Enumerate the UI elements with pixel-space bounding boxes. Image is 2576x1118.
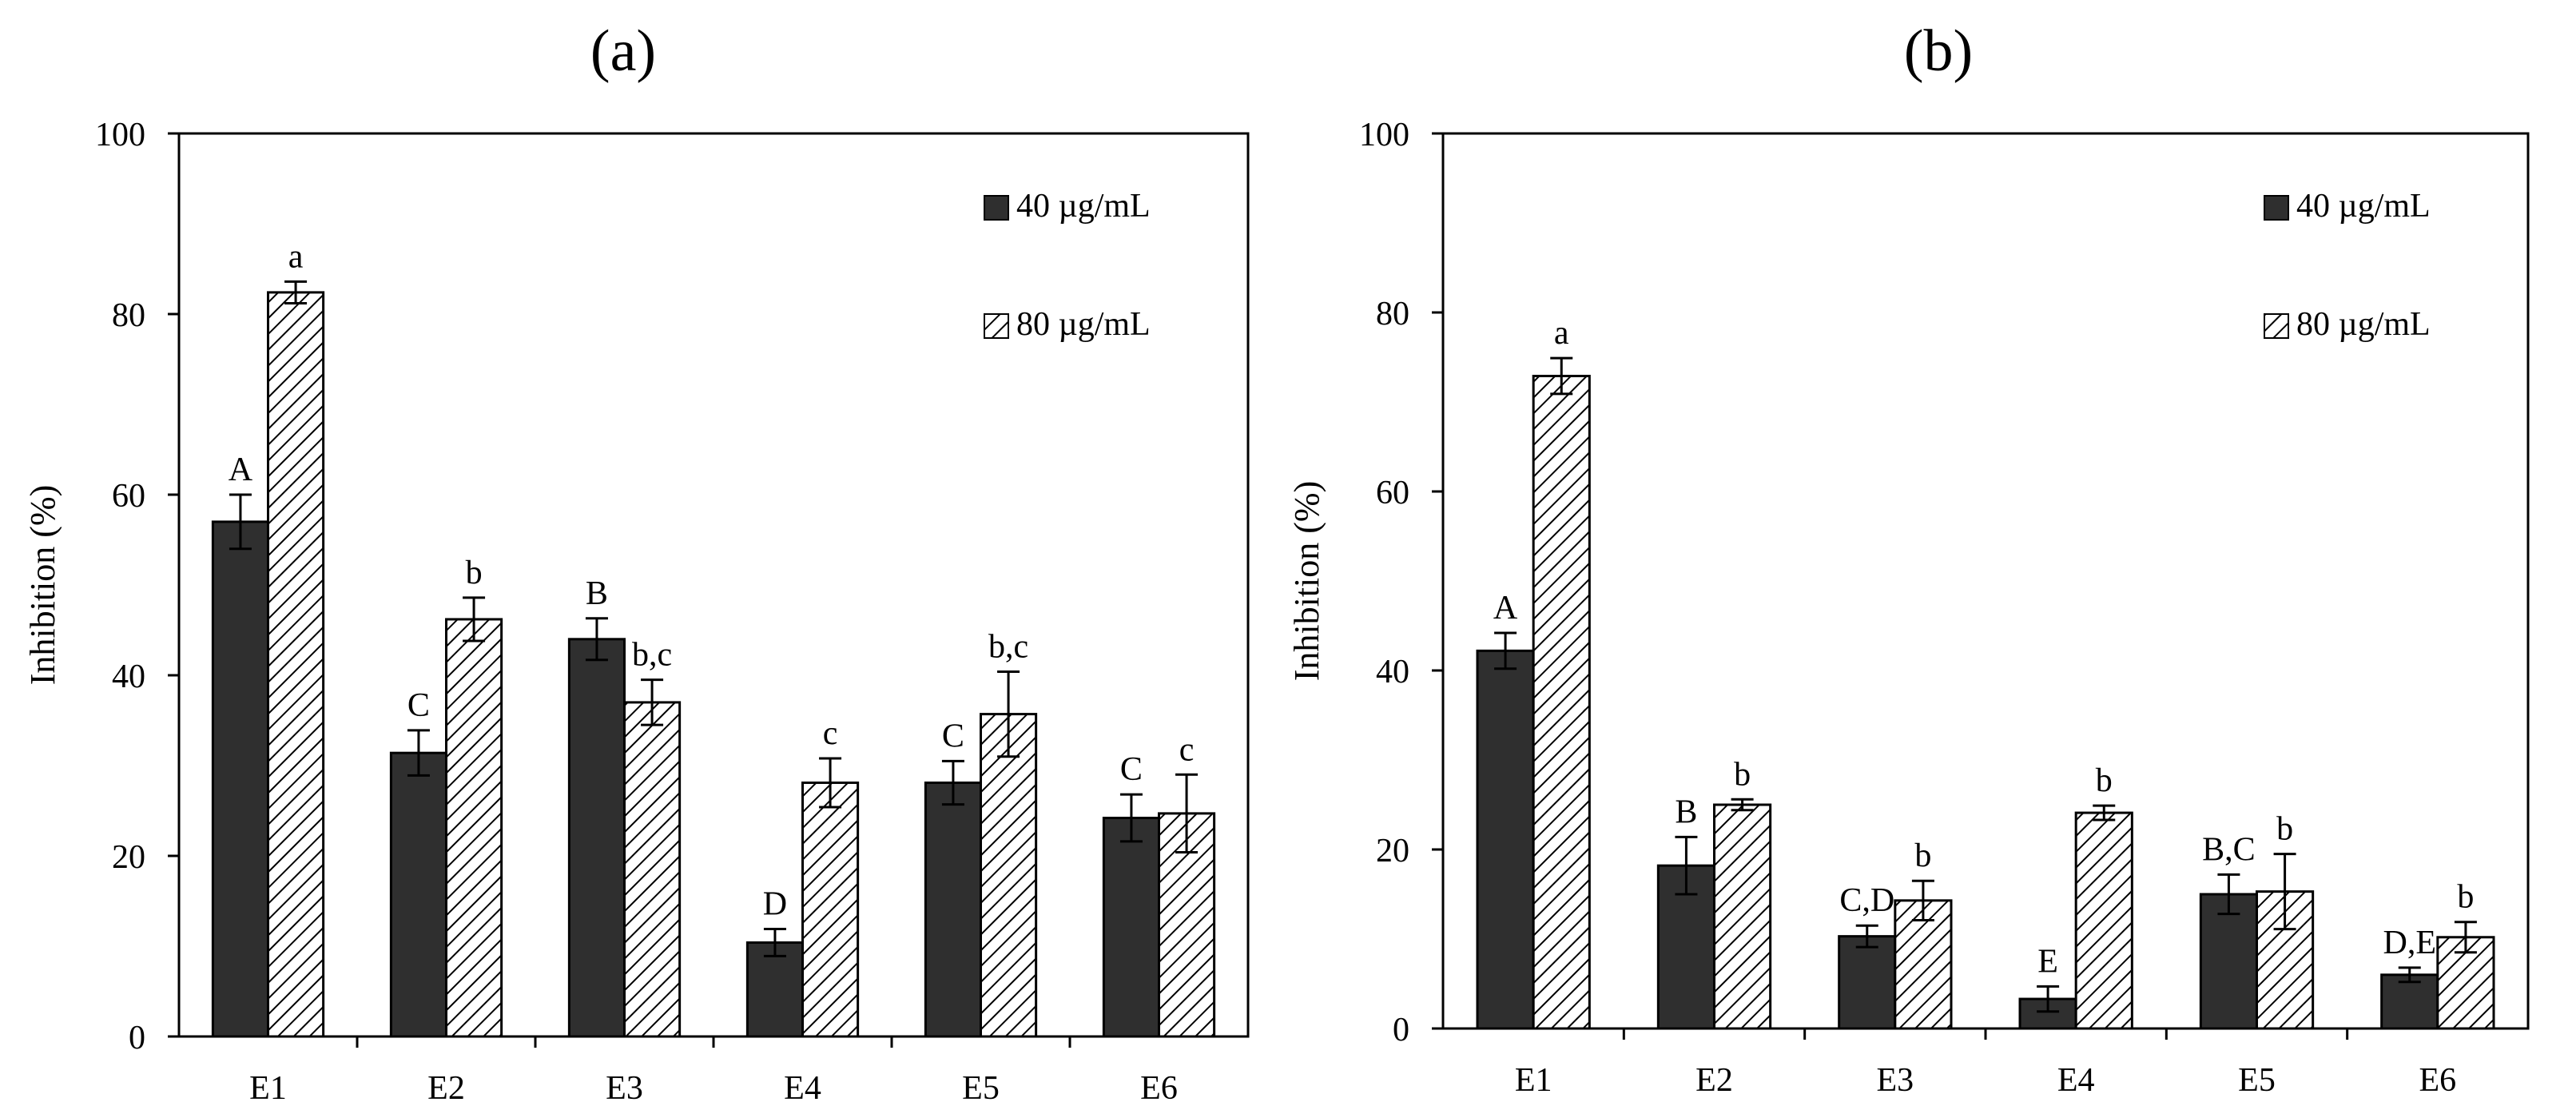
legend-swatch-80 xyxy=(984,313,1009,339)
x-tick-label: E4 xyxy=(784,1070,821,1107)
significance-letter: a xyxy=(1554,315,1569,352)
y-tick-label: 100 xyxy=(1359,117,1409,153)
legend-swatch-40 xyxy=(984,195,1009,221)
y-tick-label: 40 xyxy=(112,658,145,695)
significance-letter: b xyxy=(1734,756,1751,793)
bar-80-e1 xyxy=(267,291,325,1038)
plot-frame xyxy=(177,132,1250,1038)
significance-letter: c xyxy=(823,715,838,752)
significance-letter: b xyxy=(2096,762,2113,799)
legend-swatch-40 xyxy=(2264,195,2289,221)
y-tick-label: 40 xyxy=(1376,654,1409,690)
significance-letter: C,D xyxy=(1839,882,1894,919)
significance-letter: b xyxy=(1914,838,1931,874)
significance-letter: b xyxy=(466,555,483,591)
bar-40-e3 xyxy=(567,638,626,1038)
bar-80-e4 xyxy=(2074,811,2133,1030)
legend-label-40: 40 µg/mL xyxy=(1016,188,1151,225)
x-tick-label: E4 xyxy=(2057,1062,2095,1099)
x-tick-label: E2 xyxy=(427,1070,465,1107)
bar-40-e6 xyxy=(1102,817,1160,1038)
x-tick-label: E5 xyxy=(962,1070,1000,1107)
significance-letter: b xyxy=(2457,879,2474,916)
x-tick-label: E5 xyxy=(2238,1062,2276,1099)
legend-label-80: 80 µg/mL xyxy=(2296,306,2431,343)
significance-letter: D,E xyxy=(2383,925,2437,961)
legend-label-40: 40 µg/mL xyxy=(2296,188,2431,225)
significance-letter: b,c xyxy=(988,628,1028,665)
y-tick-label: 60 xyxy=(1376,475,1409,511)
significance-letter: c xyxy=(1179,731,1195,768)
x-tick-label: E6 xyxy=(1140,1070,1178,1107)
panel-title: (a) xyxy=(590,18,656,84)
bar-40-e1 xyxy=(211,520,269,1038)
bar-40-e5 xyxy=(2199,893,2258,1030)
y-tick-label: 20 xyxy=(112,839,145,876)
significance-letter: a xyxy=(288,238,304,275)
y-tick-label: 60 xyxy=(112,478,145,515)
chart-panel-a: (a) 0 20 40 60 80 100 Inhibition (%) E1 Aa E2 Cb E3 B… xyxy=(23,18,1250,1107)
bar-80-e3 xyxy=(623,701,682,1038)
x-tick-label: E1 xyxy=(1515,1062,1552,1099)
chart-panel-b: (b) 0 20 40 60 80 100 Inhibition (%) E1 Aa E2 Bb E3 C… xyxy=(1287,18,2530,1099)
significance-letter: b,c xyxy=(632,637,672,674)
significance-letter: b xyxy=(2276,811,2293,848)
bar-40-e3 xyxy=(1838,935,1897,1030)
significance-letter: C xyxy=(942,718,964,754)
legend-swatch-80 xyxy=(2264,313,2289,339)
bar-40-e6 xyxy=(2380,973,2439,1030)
significance-letter: A xyxy=(1493,590,1518,627)
bar-40-e5 xyxy=(924,781,982,1038)
bar-80-e4 xyxy=(801,781,860,1038)
plot-frame xyxy=(1441,132,2530,1030)
significance-letter: C xyxy=(407,687,430,724)
x-tick-label: E3 xyxy=(1877,1062,1914,1099)
bar-80-e2 xyxy=(1713,803,1772,1030)
x-tick-label: E3 xyxy=(606,1070,643,1107)
significance-letter: B,C xyxy=(2202,831,2256,868)
significance-letter: E xyxy=(2037,943,2058,980)
x-tick-label: E1 xyxy=(249,1070,287,1107)
significance-letter: B xyxy=(1675,794,1697,830)
y-tick-label: 100 xyxy=(95,117,145,153)
y-tick-label: 20 xyxy=(1376,833,1409,869)
panel-title: (b) xyxy=(1904,18,1973,84)
y-tick-label: 80 xyxy=(112,297,145,334)
bar-80-e1 xyxy=(1532,375,1591,1030)
bar-80-e5 xyxy=(980,713,1038,1038)
y-axis-label: Inhibition (%) xyxy=(23,485,62,686)
significance-letter: B xyxy=(586,575,608,612)
y-tick-label: 0 xyxy=(1393,1012,1409,1048)
significance-letter: D xyxy=(763,886,787,923)
x-tick-label: E6 xyxy=(2419,1062,2457,1099)
significance-letter: C xyxy=(1120,751,1143,788)
y-axis-label: Inhibition (%) xyxy=(1287,481,1326,682)
significance-letter: A xyxy=(229,452,253,488)
bar-80-e2 xyxy=(445,618,503,1038)
legend-label-80: 80 µg/mL xyxy=(1016,306,1151,343)
y-tick-label: 80 xyxy=(1376,296,1409,332)
bar-40-e2 xyxy=(389,751,447,1038)
x-tick-label: E2 xyxy=(1695,1062,1733,1099)
y-tick-label: 0 xyxy=(129,1020,145,1056)
bar-40-e1 xyxy=(1476,649,1535,1030)
